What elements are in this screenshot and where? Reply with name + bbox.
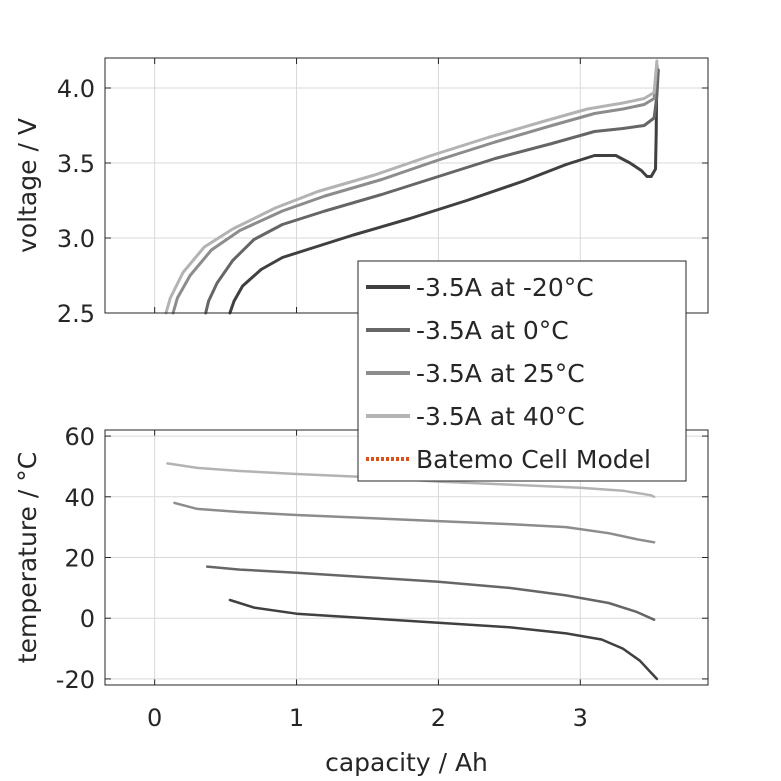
voltage-series-line-3 [164, 59, 659, 315]
voltage-series-line-1 [204, 68, 660, 315]
legend: -3.5A at -20°C -3.5A at 0°C -3.5A at 25°C -… [357, 260, 687, 482]
x-tick-label: 1 [289, 704, 304, 732]
legend-label: -3.5A at 25°C [416, 359, 585, 388]
legend-label: Batemo Cell Model [416, 445, 651, 474]
temperature-series-line-1 [205, 565, 656, 621]
temperature-series-line-0 [228, 598, 659, 681]
temperature-y-tick-label: 60 [64, 423, 95, 451]
voltage-y-tick-label: 3.0 [57, 225, 95, 253]
voltage-series-line-0 [228, 64, 659, 315]
legend-label: -3.5A at 0°C [416, 316, 569, 345]
x-axis-label: capacity / Ah [325, 748, 488, 777]
voltage-y-tick-label: 4.0 [57, 75, 95, 103]
x-tick-label: 0 [147, 704, 162, 732]
legend-label: -3.5A at -20°C [416, 273, 594, 302]
temperature-y-tick-label: 40 [64, 484, 95, 512]
voltage-series-line-2 [171, 64, 659, 315]
legend-label: -3.5A at 40°C [416, 402, 585, 431]
temperature-y-axis-label: temperature / °C [13, 452, 42, 663]
legend-box [357, 260, 687, 482]
voltage-y-tick-label: 2.5 [57, 300, 95, 328]
temperature-y-tick-label: 0 [80, 605, 95, 633]
temperature-series-line-2 [173, 501, 656, 544]
temperature-series-line-3 [166, 462, 656, 499]
x-tick-label: 2 [431, 704, 446, 732]
temperature-y-tick-label: 20 [64, 545, 95, 573]
voltage-y-tick-label: 3.5 [57, 150, 95, 178]
temperature-y-tick-label: -20 [56, 666, 95, 694]
voltage-y-axis-label: voltage / V [13, 118, 42, 253]
x-tick-label: 3 [573, 704, 588, 732]
